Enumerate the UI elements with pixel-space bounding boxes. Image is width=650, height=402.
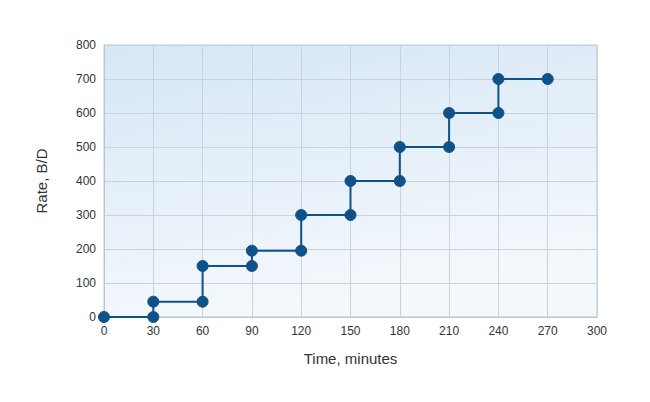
svg-text:500: 500 [76, 140, 96, 154]
svg-text:30: 30 [147, 324, 161, 338]
svg-text:60: 60 [196, 324, 210, 338]
svg-text:600: 600 [76, 106, 96, 120]
svg-text:300: 300 [76, 208, 96, 222]
svg-text:Rate, B/D: Rate, B/D [33, 148, 50, 213]
svg-text:240: 240 [488, 324, 508, 338]
svg-text:700: 700 [76, 72, 96, 86]
svg-text:400: 400 [76, 174, 96, 188]
svg-text:180: 180 [390, 324, 410, 338]
svg-text:90: 90 [245, 324, 259, 338]
svg-text:100: 100 [76, 276, 96, 290]
svg-text:150: 150 [340, 324, 360, 338]
svg-text:200: 200 [76, 242, 96, 256]
svg-text:210: 210 [439, 324, 459, 338]
svg-text:Time, minutes: Time, minutes [304, 350, 398, 367]
svg-text:0: 0 [101, 324, 108, 338]
svg-text:800: 800 [76, 38, 96, 52]
svg-text:270: 270 [538, 324, 558, 338]
svg-text:0: 0 [89, 310, 96, 324]
svg-text:120: 120 [291, 324, 311, 338]
svg-text:300: 300 [587, 324, 607, 338]
